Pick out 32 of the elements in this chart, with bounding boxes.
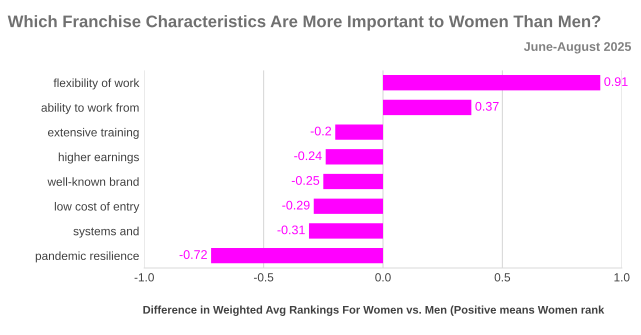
x-axis-title: Difference in Weighted Avg Rankings For Women vs. Men (Positive means Women rank <box>143 306 604 316</box>
y-tick-label: low cost of entry <box>54 202 140 213</box>
data-label: 0.91 <box>604 77 628 86</box>
x-tick-label: 0.5 <box>494 273 510 282</box>
bar <box>308 223 383 239</box>
bar <box>211 248 383 264</box>
bar <box>383 100 472 116</box>
y-tick-label: extensive training <box>48 128 139 139</box>
y-tick-label: flexibility of work <box>54 78 140 90</box>
data-label: -0.29 <box>282 200 310 210</box>
chart-subtitle: June-August 2025 <box>524 42 632 54</box>
y-tick-label: pandemic resilience <box>36 251 139 262</box>
x-tick-label: 0.0 <box>375 273 391 282</box>
data-label: -0.31 <box>277 225 305 234</box>
data-label: -0.2 <box>310 126 332 136</box>
bar <box>335 124 383 140</box>
y-tick-label: higher earnings <box>58 152 139 164</box>
bar <box>323 174 383 190</box>
data-label: 0.37 <box>475 102 499 111</box>
x-tick-label: 1.0 <box>614 273 630 282</box>
data-label: -0.25 <box>292 176 320 185</box>
data-label: -0.72 <box>180 250 207 259</box>
y-tick-label: systems and <box>73 226 139 238</box>
x-tick-label: -0.5 <box>254 273 274 282</box>
x-tick-label: -1.0 <box>134 273 154 282</box>
y-tick-label: well-known brand <box>47 177 139 186</box>
bar <box>383 75 600 90</box>
data-label: -0.24 <box>294 151 322 160</box>
bar <box>314 198 383 214</box>
bar <box>326 149 383 164</box>
chart-title: Which Franchise Characteristics Are More Important to Women Than Men? <box>8 15 600 31</box>
y-tick-label: ability to work from <box>41 103 139 114</box>
